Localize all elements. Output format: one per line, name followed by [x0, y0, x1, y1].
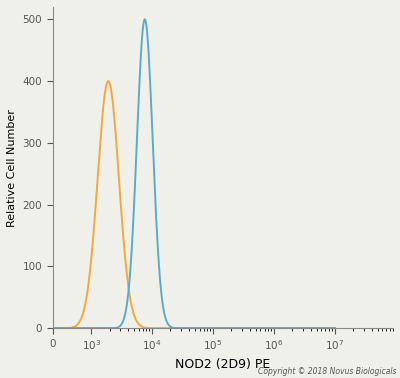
- X-axis label: NOD2 (2D9) PE: NOD2 (2D9) PE: [175, 358, 270, 371]
- Y-axis label: Relative Cell Number: Relative Cell Number: [7, 109, 17, 226]
- Text: Copyright © 2018 Novus Biologicals: Copyright © 2018 Novus Biologicals: [258, 367, 396, 376]
